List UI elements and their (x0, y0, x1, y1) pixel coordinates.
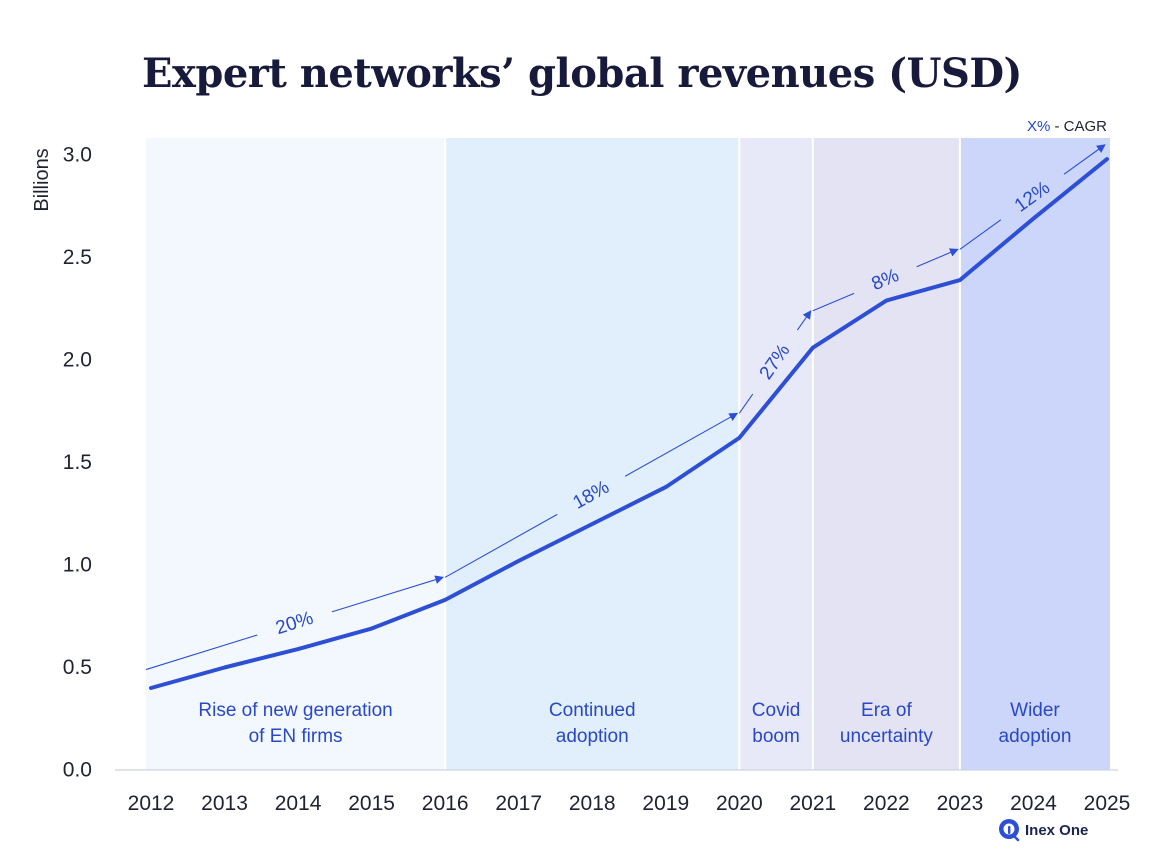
era-band (739, 138, 813, 770)
cagr-arrow-line (812, 292, 855, 312)
x-tick-label: 2019 (642, 792, 689, 815)
cagr-arrow (1063, 144, 1106, 175)
x-tick-label: 2012 (128, 792, 175, 815)
era-label: Covid (752, 700, 801, 721)
cagr-arrow-line (738, 393, 754, 414)
chart-title: Expert networks’ global revenues (USD) (142, 50, 1022, 97)
era-label: Wider (1010, 700, 1060, 721)
y-tick-label: 1.0 (63, 554, 92, 577)
brand-logo-icon (999, 819, 1020, 842)
era-band (445, 138, 740, 770)
cagr-arrow (796, 310, 812, 331)
cagr-arrow (331, 575, 444, 613)
era-label: Rise of new generation (198, 700, 392, 721)
x-tick-label: 2024 (1010, 792, 1057, 815)
era-label: boom (752, 726, 800, 747)
y-tick-label: 2.5 (63, 246, 92, 269)
y-tick-label: 3.0 (63, 144, 92, 167)
era-label: uncertainty (840, 726, 933, 747)
cagr-legend: X% - CAGR (1027, 118, 1107, 135)
cagr-arrow-line (444, 513, 558, 578)
era-label: adoption (999, 726, 1072, 747)
x-tick-label: 2013 (201, 792, 248, 815)
brand-logo-text: Inex One (1025, 822, 1088, 839)
x-tick-label: 2016 (422, 792, 469, 815)
x-tick-label: 2022 (863, 792, 910, 815)
cagr-arrow (624, 412, 739, 477)
x-tick-label: 2018 (569, 792, 616, 815)
y-tick-label: 2.0 (63, 349, 92, 372)
era-label: of EN firms (249, 726, 343, 747)
legend-text: - CAGR (1050, 118, 1107, 135)
cagr-arrow (916, 248, 959, 268)
x-tick-label: 2017 (495, 792, 542, 815)
y-axis-label: Billions (31, 148, 53, 211)
era-label: Continued (549, 700, 636, 721)
x-tick-label: 2015 (348, 792, 395, 815)
y-tick-label: 1.5 (63, 451, 92, 474)
era-band (959, 138, 1110, 770)
legend-key: X% (1027, 118, 1050, 135)
era-band (812, 138, 960, 770)
y-tick-label: 0.5 (63, 656, 92, 679)
revenue-line (149, 157, 1109, 690)
x-tick-label: 2014 (275, 792, 322, 815)
era-label: Era of (861, 700, 912, 721)
era-label: adoption (556, 726, 629, 747)
y-tick-label: 0.0 (63, 759, 92, 782)
x-tick-label: 2025 (1084, 792, 1131, 815)
x-tick-label: 2021 (789, 792, 836, 815)
brand-logo: Inex One (999, 819, 1088, 842)
x-tick-label: 2023 (937, 792, 984, 815)
era-band (146, 138, 446, 770)
cagr-arrow-line (959, 219, 1002, 250)
x-tick-label: 2020 (716, 792, 763, 815)
cagr-arrow-line (145, 634, 258, 671)
